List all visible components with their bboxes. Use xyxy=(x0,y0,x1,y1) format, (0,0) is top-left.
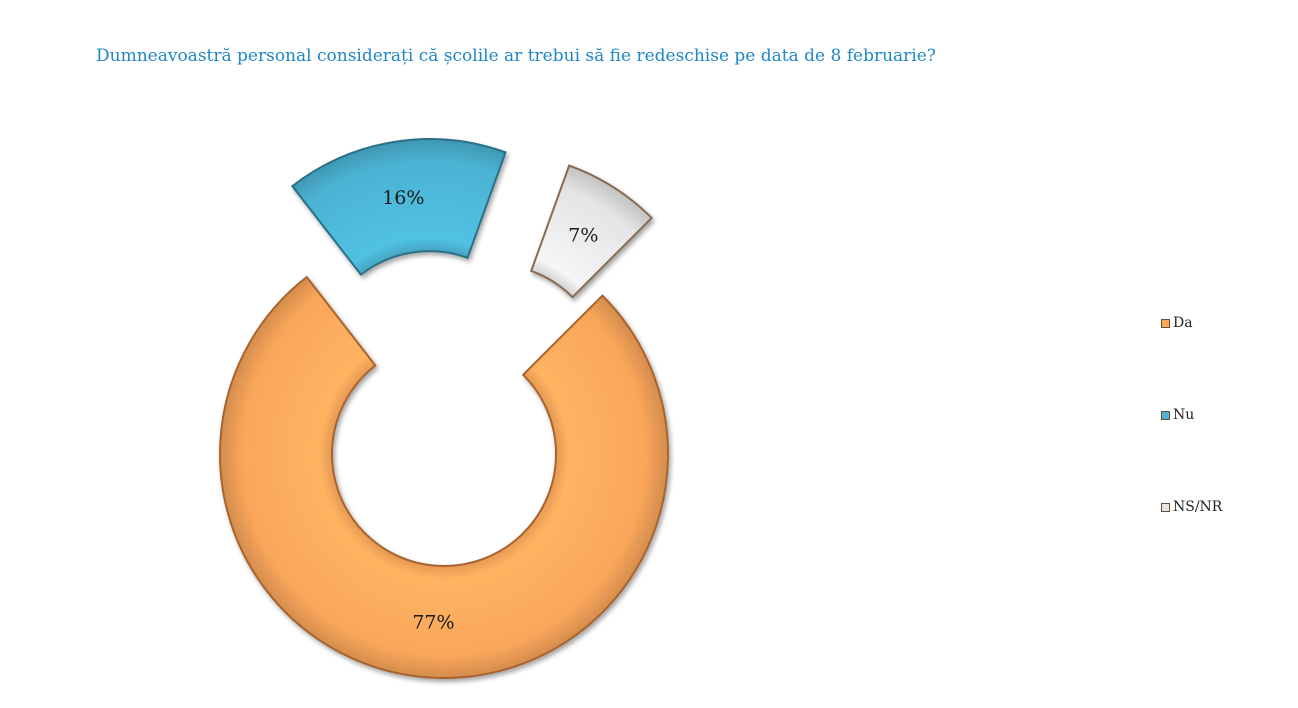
data-label-nu: 16% xyxy=(382,187,424,209)
legend-swatch-nsnr xyxy=(1161,502,1170,512)
data-label-da: 77% xyxy=(412,612,454,634)
chart-title: Dumneavoastră personal considerați că șc… xyxy=(96,46,936,66)
legend-swatch-da xyxy=(1161,318,1170,328)
legend-item-nsnr: NS/NR xyxy=(1161,496,1222,518)
legend-label-nu: Nu xyxy=(1173,407,1195,423)
slice-nsnr xyxy=(529,164,654,299)
slice-nu xyxy=(290,138,507,277)
legend-swatch-nu xyxy=(1161,410,1170,420)
slice-da xyxy=(219,275,669,679)
legend-label-da: Da xyxy=(1173,315,1193,331)
data-label-nsnr: 7% xyxy=(568,224,598,246)
legend-item-nu: Nu xyxy=(1161,404,1194,426)
legend-item-da: Da xyxy=(1161,312,1193,334)
legend-label-nsnr: NS/NR xyxy=(1173,499,1223,515)
